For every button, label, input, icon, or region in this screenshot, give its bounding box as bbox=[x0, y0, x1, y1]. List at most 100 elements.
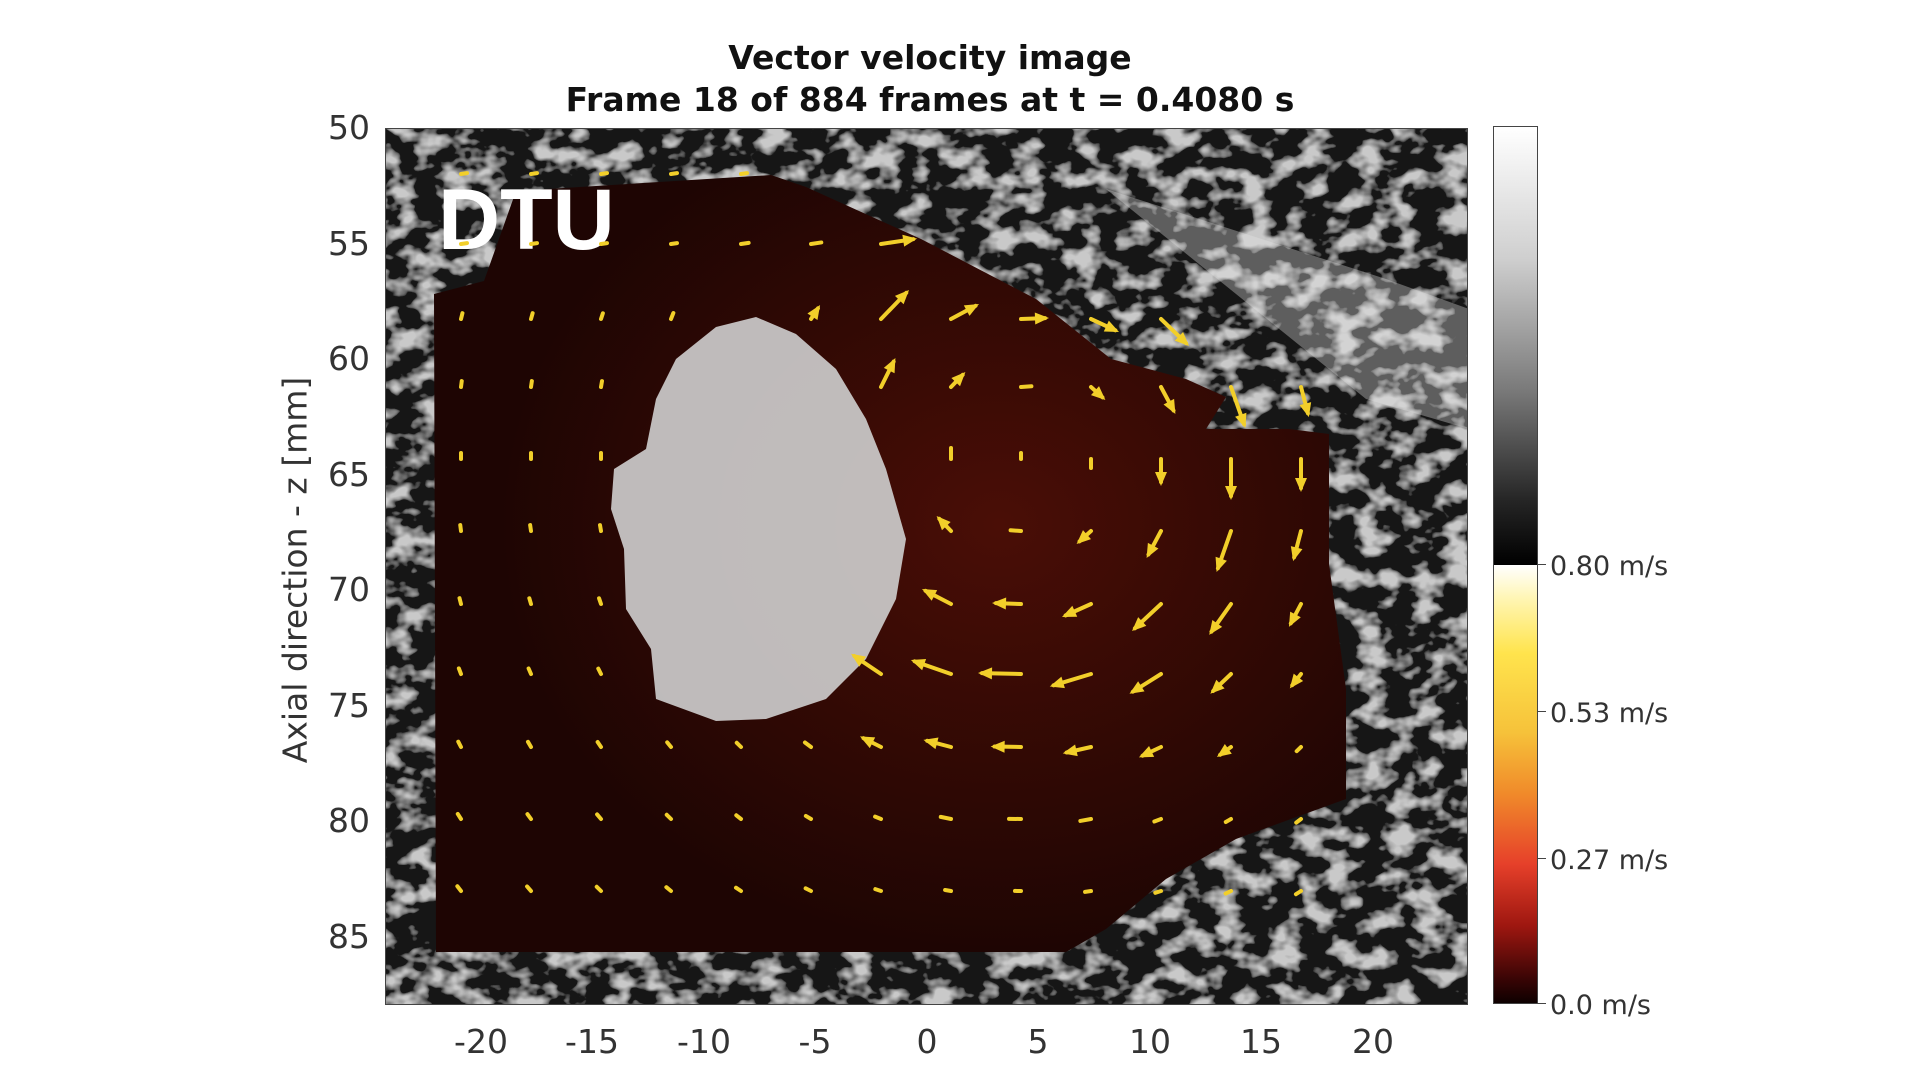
velocity-vector bbox=[456, 666, 463, 676]
velocity-arrowhead bbox=[1174, 331, 1189, 346]
velocity-vector bbox=[873, 814, 883, 821]
velocity-arrowhead bbox=[1216, 744, 1232, 758]
velocity-vector bbox=[525, 884, 533, 893]
y-tick: 70 bbox=[328, 570, 370, 609]
velocity-vector bbox=[456, 739, 463, 749]
x-tick: 20 bbox=[1352, 1022, 1394, 1061]
velocity-vector bbox=[458, 523, 463, 533]
velocity-vector bbox=[1223, 889, 1233, 896]
velocity-vector bbox=[1294, 817, 1303, 825]
velocity-vector bbox=[594, 884, 603, 893]
velocity-vector bbox=[873, 887, 883, 893]
velocity-vector bbox=[596, 666, 603, 676]
velocity-vector bbox=[669, 171, 679, 176]
velocity-arrowhead bbox=[963, 304, 979, 316]
velocity-arrowhead bbox=[910, 658, 927, 671]
velocity-arrowhead bbox=[1034, 312, 1049, 325]
velocity-arrowhead bbox=[1103, 320, 1119, 332]
velocity-vector bbox=[459, 379, 464, 389]
velocity-vector bbox=[597, 523, 603, 533]
velocity-arrowhead bbox=[807, 305, 821, 321]
colorbar bbox=[1493, 126, 1538, 1004]
velocity-vector bbox=[459, 311, 465, 321]
velocity-arrowhead bbox=[1163, 398, 1176, 414]
dtu-logo: DTU bbox=[438, 172, 615, 268]
velocity-vector bbox=[1019, 384, 1034, 389]
velocity-arrowhead bbox=[1062, 744, 1078, 757]
velocity-arrowhead bbox=[992, 597, 1007, 610]
velocity-vector bbox=[1223, 817, 1233, 824]
velocity-vector bbox=[599, 171, 609, 176]
velocity-vector bbox=[664, 885, 673, 893]
velocity-vector bbox=[529, 171, 539, 176]
colorbar-tick: 0.27 m/s bbox=[1550, 845, 1669, 876]
y-tick: 65 bbox=[328, 455, 370, 494]
velocity-vector bbox=[664, 812, 673, 821]
y-tick: 60 bbox=[328, 339, 370, 378]
x-tick: -10 bbox=[677, 1022, 731, 1061]
x-tick: 10 bbox=[1129, 1022, 1171, 1061]
ultrasound-image: DTU bbox=[385, 128, 1468, 1005]
velocity-vector bbox=[1152, 817, 1163, 824]
y-tick: 75 bbox=[328, 686, 370, 725]
velocity-vector bbox=[669, 311, 676, 321]
velocity-vector bbox=[809, 240, 824, 246]
velocity-arrowhead bbox=[1299, 402, 1312, 418]
velocity-arrowhead bbox=[1076, 530, 1092, 544]
velocity-vector bbox=[938, 814, 953, 821]
x-tick: -20 bbox=[454, 1022, 508, 1061]
velocity-vector bbox=[597, 596, 603, 606]
velocity-arrowhead bbox=[1129, 681, 1145, 694]
velocity-vector bbox=[1294, 745, 1303, 754]
velocity-vector bbox=[457, 596, 463, 606]
y-tick: 85 bbox=[328, 917, 370, 956]
x-tick: 15 bbox=[1240, 1022, 1282, 1061]
velocity-vector bbox=[943, 887, 953, 893]
velocity-arrowhead bbox=[1090, 386, 1106, 400]
velocity-arrowhead bbox=[1215, 556, 1227, 572]
y-tick: 55 bbox=[328, 224, 370, 263]
velocity-arrowhead bbox=[1062, 605, 1078, 617]
velocity-vector bbox=[739, 240, 751, 246]
velocity-arrowhead bbox=[923, 737, 939, 750]
x-tick: 0 bbox=[916, 1022, 938, 1061]
velocity-vector bbox=[739, 171, 749, 176]
velocity-vector bbox=[459, 241, 469, 246]
velocity-vector bbox=[459, 171, 469, 176]
velocity-vector bbox=[528, 523, 533, 533]
colorbar-tick: 0.53 m/s bbox=[1550, 698, 1669, 729]
velocity-arrowhead bbox=[902, 234, 918, 247]
velocity-vector bbox=[1293, 889, 1303, 897]
x-tick: -5 bbox=[798, 1022, 832, 1061]
velocity-arrowhead bbox=[883, 358, 896, 374]
velocity-vector bbox=[595, 812, 603, 821]
velocity-arrowhead bbox=[990, 740, 1005, 753]
velocity-vector bbox=[599, 311, 605, 321]
velocity-vector bbox=[599, 241, 609, 246]
velocity-vector bbox=[525, 739, 533, 749]
velocity-vector bbox=[525, 812, 533, 821]
velocity-arrowhead bbox=[936, 516, 951, 531]
velocity-vector bbox=[733, 885, 743, 893]
velocity-arrowhead bbox=[851, 653, 867, 667]
velocity-vector bbox=[455, 884, 463, 893]
velocity-arrowhead bbox=[1210, 679, 1225, 694]
velocity-vector bbox=[734, 740, 743, 749]
velocity-vector bbox=[665, 740, 673, 749]
velocity-arrowhead bbox=[1146, 542, 1159, 558]
velocity-vector bbox=[803, 886, 813, 893]
velocity-vector bbox=[529, 311, 535, 321]
y-tick: 50 bbox=[328, 108, 370, 147]
velocity-vector bbox=[529, 241, 539, 246]
tissue-island bbox=[611, 317, 906, 721]
velocity-arrowhead bbox=[1289, 673, 1304, 689]
velocity-arrowhead bbox=[1295, 478, 1307, 492]
velocity-vector bbox=[1083, 889, 1093, 894]
y-tick: 80 bbox=[328, 801, 370, 840]
velocity-vector bbox=[1153, 889, 1163, 895]
figure-subtitle: Frame 18 of 884 frames at t = 0.4080 s bbox=[565, 80, 1295, 119]
velocity-arrowhead bbox=[1138, 745, 1155, 758]
colorbar-tick: 0.80 m/s bbox=[1550, 551, 1669, 582]
figure-title: Vector velocity image bbox=[728, 38, 1132, 77]
